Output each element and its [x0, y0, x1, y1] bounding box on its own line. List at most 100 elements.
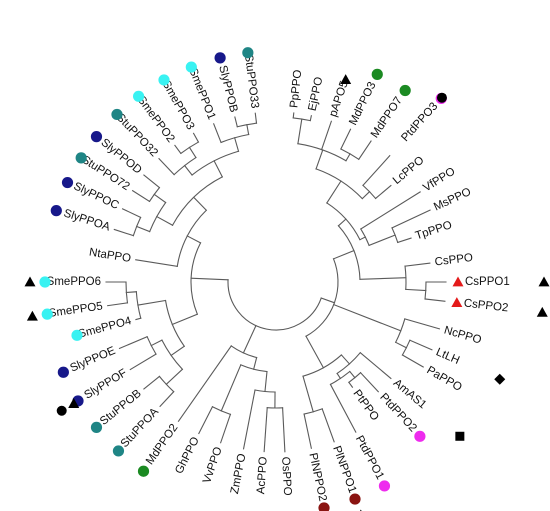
branch-line — [302, 375, 314, 413]
black-triangle-icon — [538, 276, 550, 287]
branch-line — [357, 140, 372, 161]
branch-line — [188, 146, 197, 159]
leaf-label: GhPPO — [173, 435, 202, 476]
branch-line — [359, 351, 392, 380]
black-circle-icon — [436, 92, 447, 103]
branch-line — [190, 277, 229, 281]
branch-line — [156, 215, 174, 226]
black-square-icon — [455, 431, 465, 441]
clade-dot-icon — [71, 329, 83, 341]
branch-line — [409, 339, 433, 351]
branch-line — [329, 383, 357, 433]
red-triangle-icon — [452, 276, 464, 287]
clade-dot-icon — [214, 52, 226, 64]
branch-line — [131, 189, 151, 203]
clade-dot-icon — [57, 366, 69, 378]
branch-line — [220, 364, 242, 412]
branch-line — [320, 297, 336, 304]
black-triangle-icon — [536, 306, 548, 317]
branch-line — [135, 225, 151, 233]
clade-dot-icon — [39, 276, 51, 288]
leaf-labels: PpPPO EjPPO pAPO5MdPPO3MdPPO7PtdPPO3LcPPOV… — [47, 54, 510, 503]
clade-dot-icon — [75, 152, 87, 164]
clade-dot-icon — [90, 131, 103, 143]
leaf-symbols — [24, 47, 550, 511]
clade-dot-icon — [158, 74, 170, 86]
leaf-label: MdPPO7 — [369, 95, 405, 140]
clade-dot-icon — [371, 68, 383, 80]
tree-branches — [105, 112, 447, 453]
branch-line — [321, 408, 335, 443]
branch-line — [315, 149, 324, 170]
branch-line — [320, 120, 333, 151]
clade-dot-icon — [378, 480, 391, 492]
branch-line — [121, 208, 142, 219]
branch-line — [177, 345, 233, 423]
branch-line — [174, 144, 182, 155]
branch-line — [332, 249, 355, 260]
leaf-label: SmePPO6 — [47, 276, 101, 288]
branch-line — [348, 381, 354, 388]
branch-line — [129, 353, 157, 371]
clade-dot-icon — [137, 465, 150, 477]
branch-line — [165, 368, 184, 386]
branch-line — [333, 303, 402, 332]
branch-line — [159, 390, 175, 408]
clade-dot-icon — [41, 308, 53, 320]
clade-dot-icon — [318, 502, 330, 511]
branch-line — [153, 193, 167, 204]
leaf-label: NcPPO — [443, 324, 483, 346]
black-diamond-icon — [494, 373, 506, 385]
leaf-label: StuPPO33 — [242, 54, 261, 109]
branch-line — [368, 234, 396, 247]
branch-line — [361, 190, 371, 200]
black-triangle-icon — [68, 398, 80, 408]
leaf-label: PlNPPO2 — [306, 452, 328, 503]
black-triangle-icon — [24, 276, 36, 287]
clade-dot-icon — [132, 90, 145, 102]
leaf-label: MdPPO3 — [347, 80, 378, 127]
branch-line — [143, 375, 161, 390]
branch-line — [219, 413, 232, 444]
branch-line — [349, 370, 356, 379]
branch-line — [150, 339, 163, 347]
clade-dot-icon — [242, 47, 254, 59]
leaf-label: OsPPO — [279, 456, 293, 496]
leaf-label: EjPPO — [307, 76, 326, 112]
branch-line — [137, 299, 167, 306]
leaf-label: ZmPPO — [229, 453, 249, 495]
leaf-label: SmePPO1 — [186, 66, 217, 121]
branch-line — [401, 354, 424, 368]
branch-line — [305, 335, 325, 369]
branch-line — [135, 317, 142, 321]
leaf-label: PaPPO — [425, 364, 464, 394]
branch-line — [359, 236, 367, 241]
leaf-label: SlyPPOE — [68, 345, 117, 375]
leaf-label: CsPPO2 — [463, 297, 509, 314]
leaf-label: CsPPO1 — [465, 276, 510, 288]
branch-line — [254, 112, 258, 124]
clade-dot-icon — [111, 108, 123, 121]
black-triangle-icon — [26, 310, 38, 321]
branch-line — [192, 132, 200, 143]
branch-line — [340, 354, 351, 365]
branch-line — [326, 180, 342, 204]
branch-line — [337, 218, 347, 227]
leaf-label: CsPPO — [434, 252, 474, 269]
leaf-label: MsPPO — [432, 186, 473, 214]
branch-line — [213, 160, 224, 178]
leaf-label: LcPPO — [391, 154, 427, 187]
branch-line — [242, 324, 257, 354]
leaf-label: SmePPO5 — [48, 300, 103, 319]
clade-dot-icon — [61, 176, 74, 189]
branch-line — [171, 313, 199, 326]
branch-line — [264, 370, 268, 393]
clade-dot-icon — [414, 430, 426, 442]
leaf-label: LtLH — [434, 346, 461, 367]
branch-arc — [227, 279, 322, 331]
leaf-label: NtaPPO — [88, 247, 132, 265]
branch-line — [263, 407, 268, 453]
branch-line — [212, 123, 222, 144]
clade-dot-icon — [50, 205, 62, 217]
